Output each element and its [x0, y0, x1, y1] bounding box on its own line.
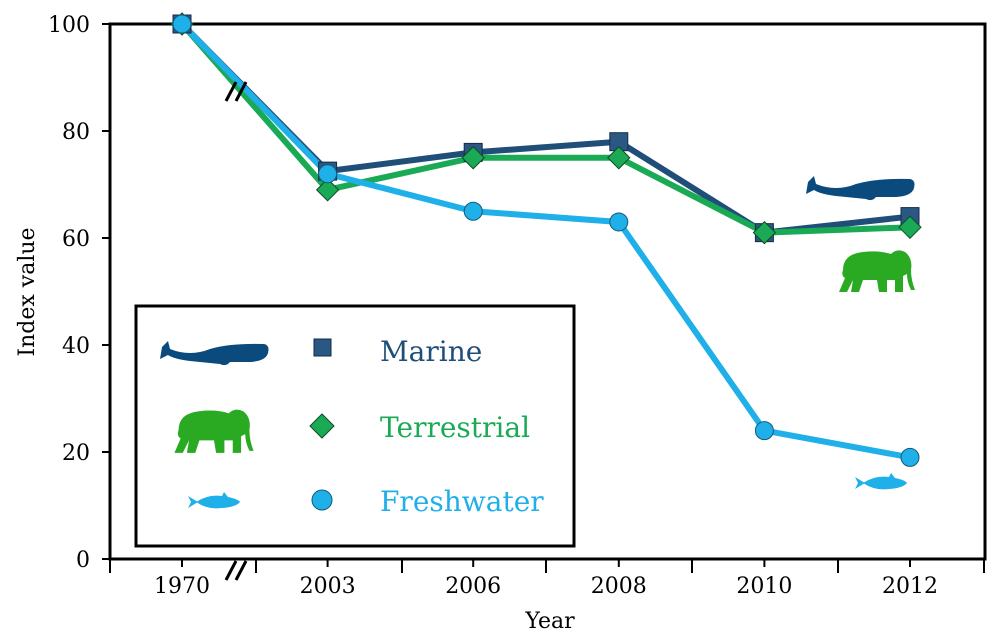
y-tick-label: 0: [76, 548, 90, 573]
data-point-freshwater: [609, 212, 629, 232]
legend-marker-marine: [313, 338, 332, 357]
data-point-freshwater: [318, 164, 338, 184]
data-point-terrestrial: [315, 178, 340, 202]
plot-frame: [108, 22, 987, 561]
x-tick-label: 2006: [445, 574, 501, 599]
x-tick-label: 2010: [736, 574, 792, 599]
whale-icon: [806, 176, 915, 201]
legend: Marine Terrestrial Freshwater: [134, 304, 576, 548]
legend-marker-terrestrial: [309, 413, 335, 439]
y-axis-label: Index value: [15, 227, 40, 356]
axis-break-marks: [224, 81, 248, 581]
series-line-marine: [179, 21, 911, 236]
data-point-terrestrial: [607, 146, 631, 170]
x-tick-label: 1970: [154, 574, 210, 599]
legend-label-marine: Marine: [380, 335, 482, 368]
legend-label-terrestrial: Terrestrial: [380, 411, 530, 444]
x-tick-label: 2008: [591, 574, 647, 599]
series-line-freshwater: [179, 21, 911, 461]
data-point-terrestrial: [898, 215, 922, 240]
y-tick-label: 80: [62, 120, 90, 145]
y-tick-label: 40: [62, 334, 90, 359]
data-point-freshwater: [172, 14, 192, 34]
data-point-freshwater: [754, 421, 774, 441]
data-point-terrestrial: [752, 220, 777, 245]
legend-label-freshwater: Freshwater: [380, 485, 544, 518]
legend-marker-freshwater: [311, 489, 333, 511]
data-point-freshwater: [463, 201, 483, 221]
series-line-terrestrial: [179, 22, 911, 236]
fish-icon: [855, 473, 907, 490]
data-point-terrestrial: [461, 146, 485, 170]
data-point-freshwater: [900, 447, 920, 467]
y-tick-label: 60: [62, 227, 90, 252]
x-tick-label: 2003: [300, 574, 356, 599]
y-tick-label: 20: [62, 441, 90, 466]
x-axis-label: Year: [524, 609, 575, 634]
x-tick-label: 2012: [882, 574, 938, 599]
y-tick-label: 100: [48, 13, 90, 38]
elephant-icon: [839, 250, 915, 292]
